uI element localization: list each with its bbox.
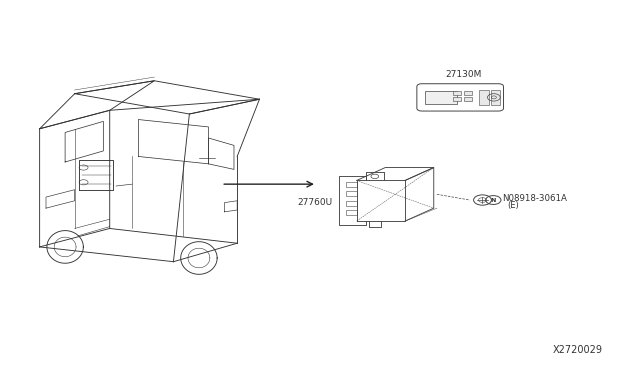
Text: 27130M: 27130M — [445, 70, 481, 79]
Bar — [479, 90, 489, 105]
Bar — [425, 91, 457, 104]
Text: (E): (E) — [508, 201, 519, 211]
Bar — [346, 182, 356, 187]
Bar — [464, 91, 472, 95]
Text: X2720029: X2720029 — [553, 345, 603, 355]
Bar — [346, 210, 356, 215]
Bar — [346, 192, 356, 196]
FancyBboxPatch shape — [417, 84, 504, 111]
Text: N: N — [491, 198, 496, 202]
Bar — [346, 201, 356, 206]
Text: 27760U: 27760U — [298, 198, 333, 207]
Bar — [464, 97, 472, 101]
Bar — [491, 90, 500, 105]
Bar — [452, 91, 461, 95]
Bar — [452, 97, 461, 101]
Text: N08918-3061A: N08918-3061A — [502, 194, 567, 203]
